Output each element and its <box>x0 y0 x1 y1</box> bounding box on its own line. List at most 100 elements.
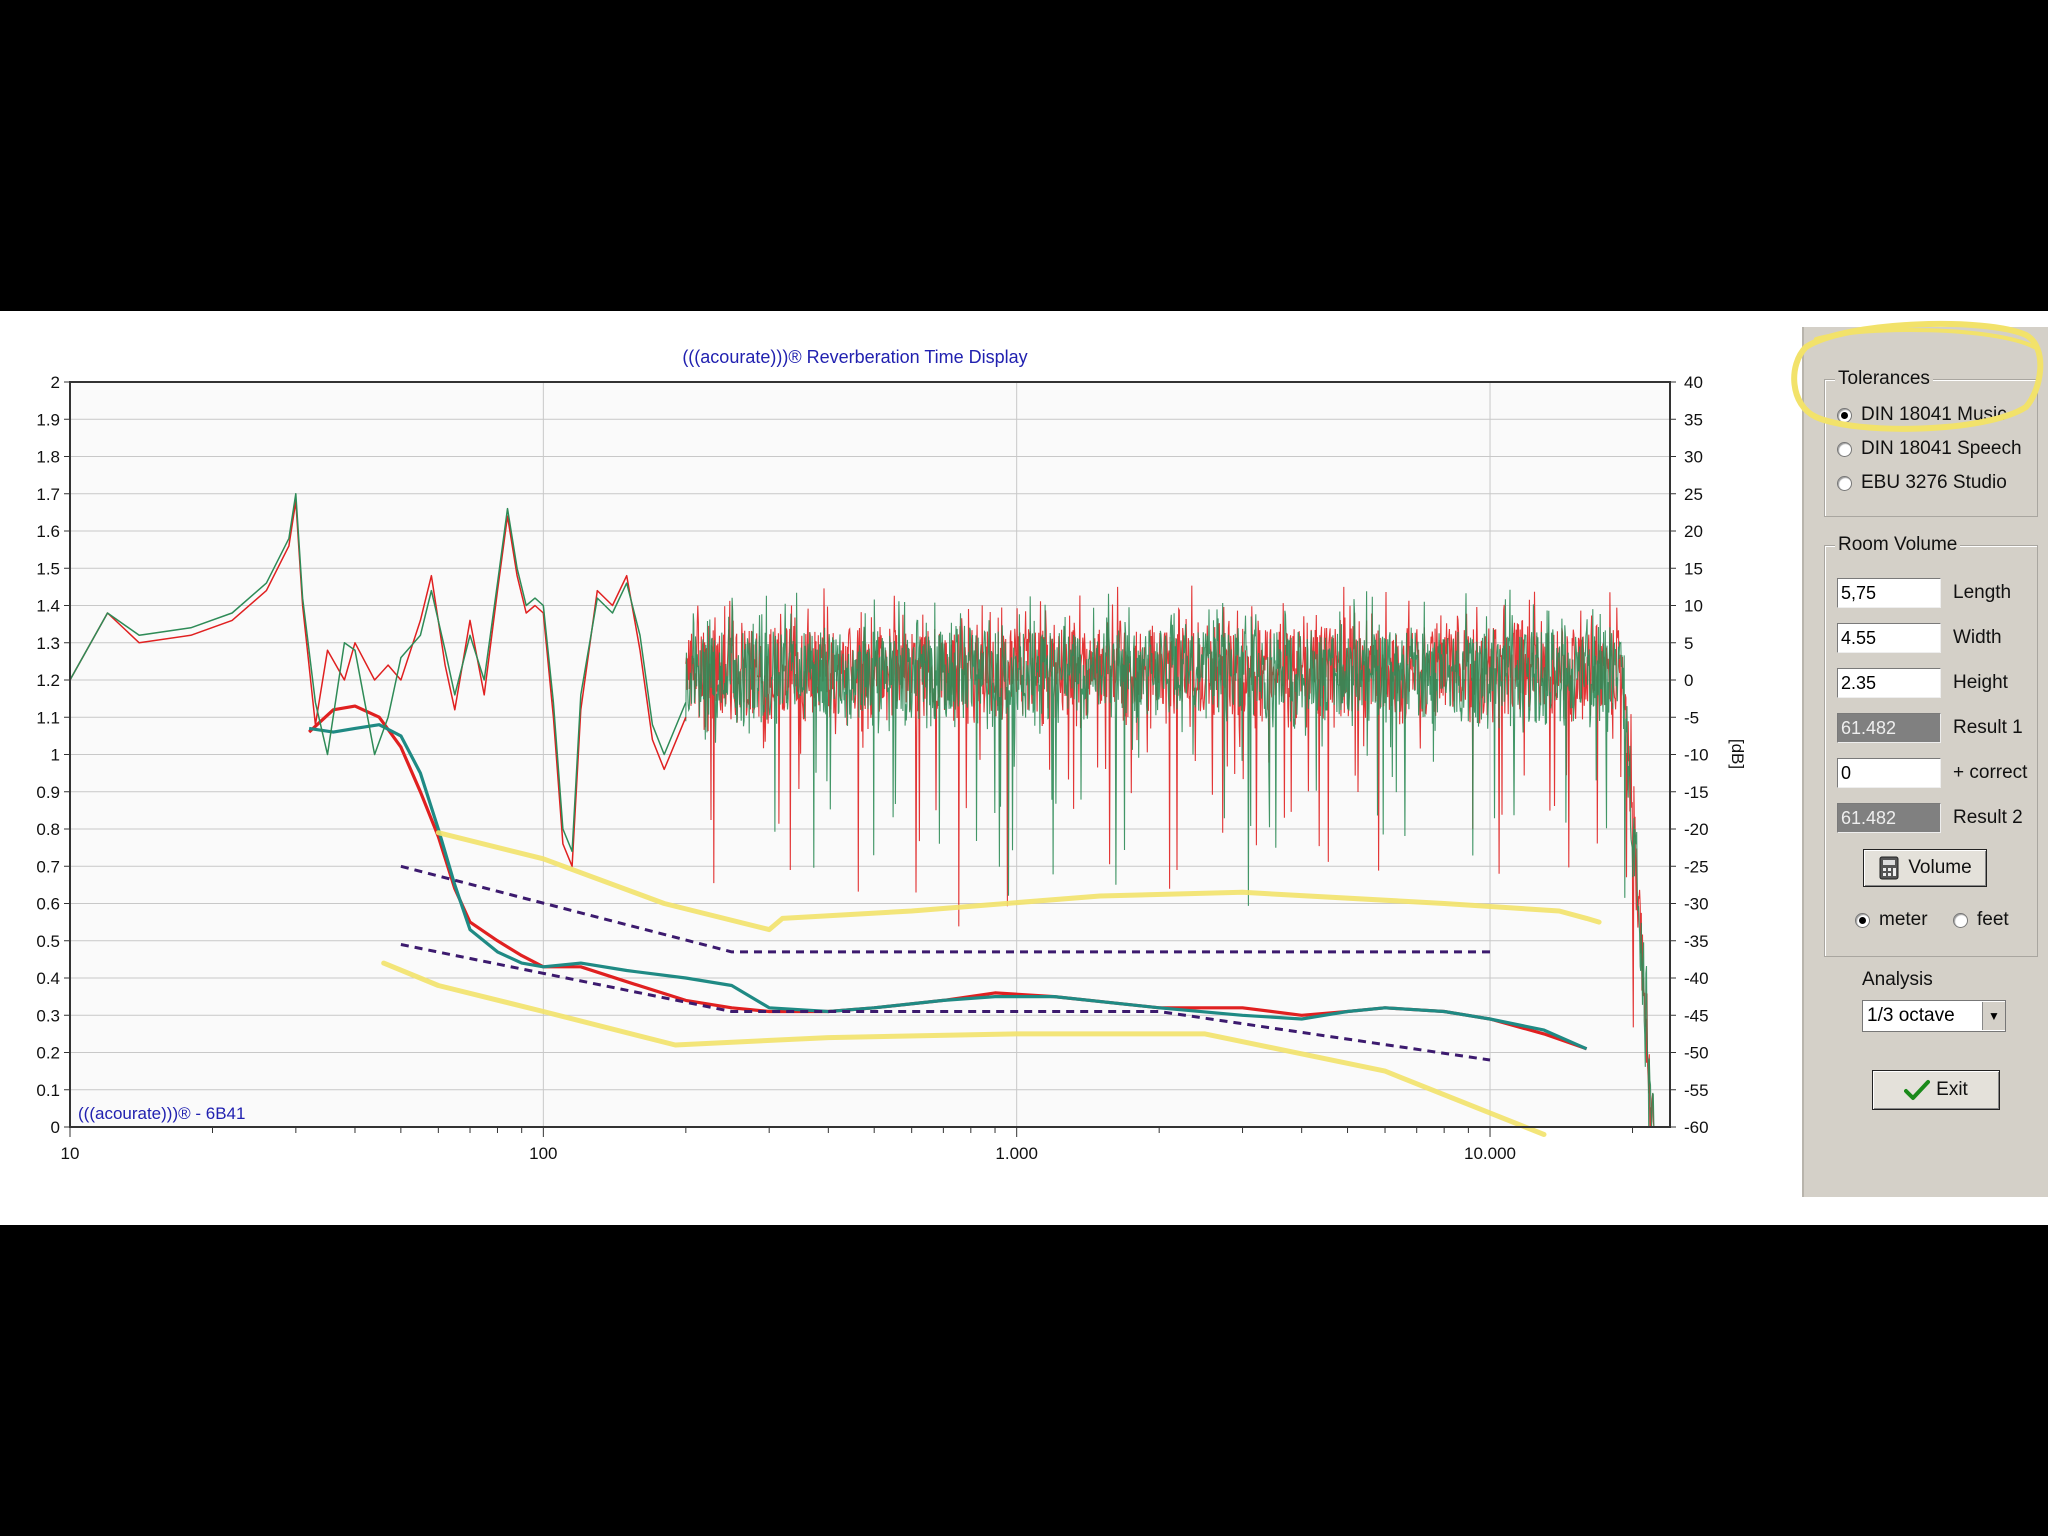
tolerance-option-speech[interactable]: DIN 18041 Speech <box>1837 438 2022 460</box>
height-label: Height <box>1953 672 2008 693</box>
app-window: 0 0.1 0.2 0.3 0.4 0.5 0.6 0.7 0.8 0.9 1 1.1 1.2 1.3 1.… <box>0 311 2048 1225</box>
y2-tick-label: 25 <box>1684 485 1703 504</box>
y-tick-label: 0 <box>51 1118 60 1137</box>
result2-row: Result 2 <box>1837 803 2023 833</box>
unit-feet[interactable]: feet <box>1953 909 2009 931</box>
y2-tick-label: -45 <box>1684 1006 1709 1025</box>
y2-axis-label: [dB] <box>1728 739 1747 769</box>
y2-tick-label: 0 <box>1684 671 1693 690</box>
y-tick-label: 0.6 <box>36 895 60 914</box>
analysis-select-value: 1/3 octave <box>1867 1005 1955 1026</box>
y-tick-label: 0.7 <box>36 857 60 876</box>
room-volume-group: Room Volume Length Width Height Result 1… <box>1824 534 2038 957</box>
y-tick-label: 1.7 <box>36 485 60 504</box>
tolerance-option-studio[interactable]: EBU 3276 Studio <box>1837 472 2007 494</box>
radio-icon[interactable] <box>1953 912 1968 928</box>
y-tick-label: 1.8 <box>36 448 60 467</box>
x-tick-label: 100 <box>529 1144 557 1163</box>
analysis-select[interactable]: 1/3 octave ▼ <box>1862 1000 2006 1032</box>
result2-label: Result 2 <box>1953 807 2023 828</box>
reverberation-chart: 0 0.1 0.2 0.3 0.4 0.5 0.6 0.7 0.8 0.9 1 1.1 1.2 1.3 1.… <box>36 347 1747 1163</box>
chevron-down-icon[interactable]: ▼ <box>1982 1002 2005 1030</box>
y2-tick-label: -40 <box>1684 969 1709 988</box>
exit-button-label: Exit <box>1936 1079 1968 1100</box>
rt-curve-teal <box>308 723 1588 1051</box>
correct-input[interactable] <box>1837 758 1941 788</box>
frequency-response-dense <box>685 585 1657 1128</box>
y2-tick-label: 35 <box>1684 410 1703 429</box>
series-layer <box>69 493 1588 1062</box>
radio-icon[interactable] <box>1837 407 1852 423</box>
exit-button[interactable]: Exit <box>1872 1070 2000 1110</box>
tolerance-lower-dashed <box>400 943 1491 1062</box>
y2-tick-label: -10 <box>1684 746 1709 765</box>
radio-icon[interactable] <box>1837 475 1852 491</box>
unit-feet-label: feet <box>1977 909 2009 930</box>
upper-tolerance-highlight <box>435 830 1602 933</box>
y2-tick-label: 5 <box>1684 634 1693 653</box>
checkmark-icon <box>1904 1080 1931 1100</box>
length-row: Length <box>1837 578 2011 608</box>
result1-row: Result 1 <box>1837 713 2023 743</box>
y-tick-label: 1 <box>51 746 60 765</box>
x-tick-label: 10.000 <box>1464 1144 1516 1163</box>
y-tick-label: 2 <box>51 373 60 392</box>
calculator-icon <box>1879 856 1899 880</box>
tolerances-group: Tolerances DIN 18041 Music DIN 18041 Spe… <box>1824 368 2038 517</box>
grid <box>69 381 1670 1128</box>
height-row: Height <box>1837 668 2008 698</box>
y-tick-label: 0.1 <box>36 1081 60 1100</box>
y-tick-label: 1.5 <box>36 559 60 578</box>
tolerances-title: Tolerances <box>1835 368 1933 390</box>
unit-meter-label: meter <box>1879 909 1928 930</box>
radio-icon[interactable] <box>1837 441 1852 457</box>
tolerance-option-label: DIN 18041 Music <box>1861 404 2007 425</box>
y2-tick-label: -30 <box>1684 895 1709 914</box>
x-tick-label: 10 <box>61 1144 80 1163</box>
y-tick-label: 0.8 <box>36 820 60 839</box>
annotation-layer <box>381 830 1602 1137</box>
result1-label: Result 1 <box>1953 717 2023 738</box>
y2-tick-label: -25 <box>1684 857 1709 876</box>
y2-tick-label: -20 <box>1684 820 1709 839</box>
y2-tick-label: -60 <box>1684 1118 1709 1137</box>
lower-tolerance-highlight <box>381 960 1547 1137</box>
green-response-dense <box>685 589 1657 1128</box>
tolerance-upper-dashed <box>400 864 1490 954</box>
y2-tick-label: -15 <box>1684 783 1709 802</box>
y2-tick-label: -5 <box>1684 708 1699 727</box>
height-input[interactable] <box>1837 668 1941 698</box>
y-tick-label: 1.2 <box>36 671 60 690</box>
x-tick-label: 1.000 <box>995 1144 1038 1163</box>
radio-icon[interactable] <box>1855 912 1870 928</box>
tolerance-option-music[interactable]: DIN 18041 Music <box>1837 404 2007 426</box>
analysis-label: Analysis <box>1862 969 1933 990</box>
volume-button[interactable]: Volume <box>1863 849 1987 887</box>
y-tick-label: 0.9 <box>36 783 60 802</box>
y-tick-label: 0.2 <box>36 1044 60 1063</box>
tolerance-option-label: EBU 3276 Studio <box>1861 472 2007 493</box>
length-input[interactable] <box>1837 578 1941 608</box>
y2-tick-label: 10 <box>1684 597 1703 616</box>
y-tick-label: 1.4 <box>36 597 60 616</box>
y-tick-label: 0.5 <box>36 932 60 951</box>
y2-tick-label: 40 <box>1684 373 1703 392</box>
response-curve-green <box>69 493 687 853</box>
length-label: Length <box>1953 582 2012 603</box>
tolerance-option-label: DIN 18041 Speech <box>1861 438 2022 459</box>
y2-tick-label: 20 <box>1684 522 1703 541</box>
y2-tick-label: -50 <box>1684 1044 1709 1063</box>
width-row: Width <box>1837 623 2002 653</box>
y2-tick-label: 15 <box>1684 559 1703 578</box>
result1-field <box>1837 713 1941 743</box>
result2-field <box>1837 803 1941 833</box>
correct-label: + correct <box>1953 762 2028 783</box>
room-volume-title: Room Volume <box>1835 534 1961 556</box>
unit-meter[interactable]: meter <box>1855 909 1928 931</box>
y-tick-label: 1.3 <box>36 634 60 653</box>
width-input[interactable] <box>1837 623 1941 653</box>
width-label: Width <box>1953 627 2002 648</box>
correct-row: + correct <box>1837 758 2027 788</box>
y2-tick-label: -55 <box>1684 1081 1709 1100</box>
axes: 0 0.1 0.2 0.3 0.4 0.5 0.6 0.7 0.8 0.9 1 1.1 1.2 1.3 1.… <box>36 373 1708 1163</box>
